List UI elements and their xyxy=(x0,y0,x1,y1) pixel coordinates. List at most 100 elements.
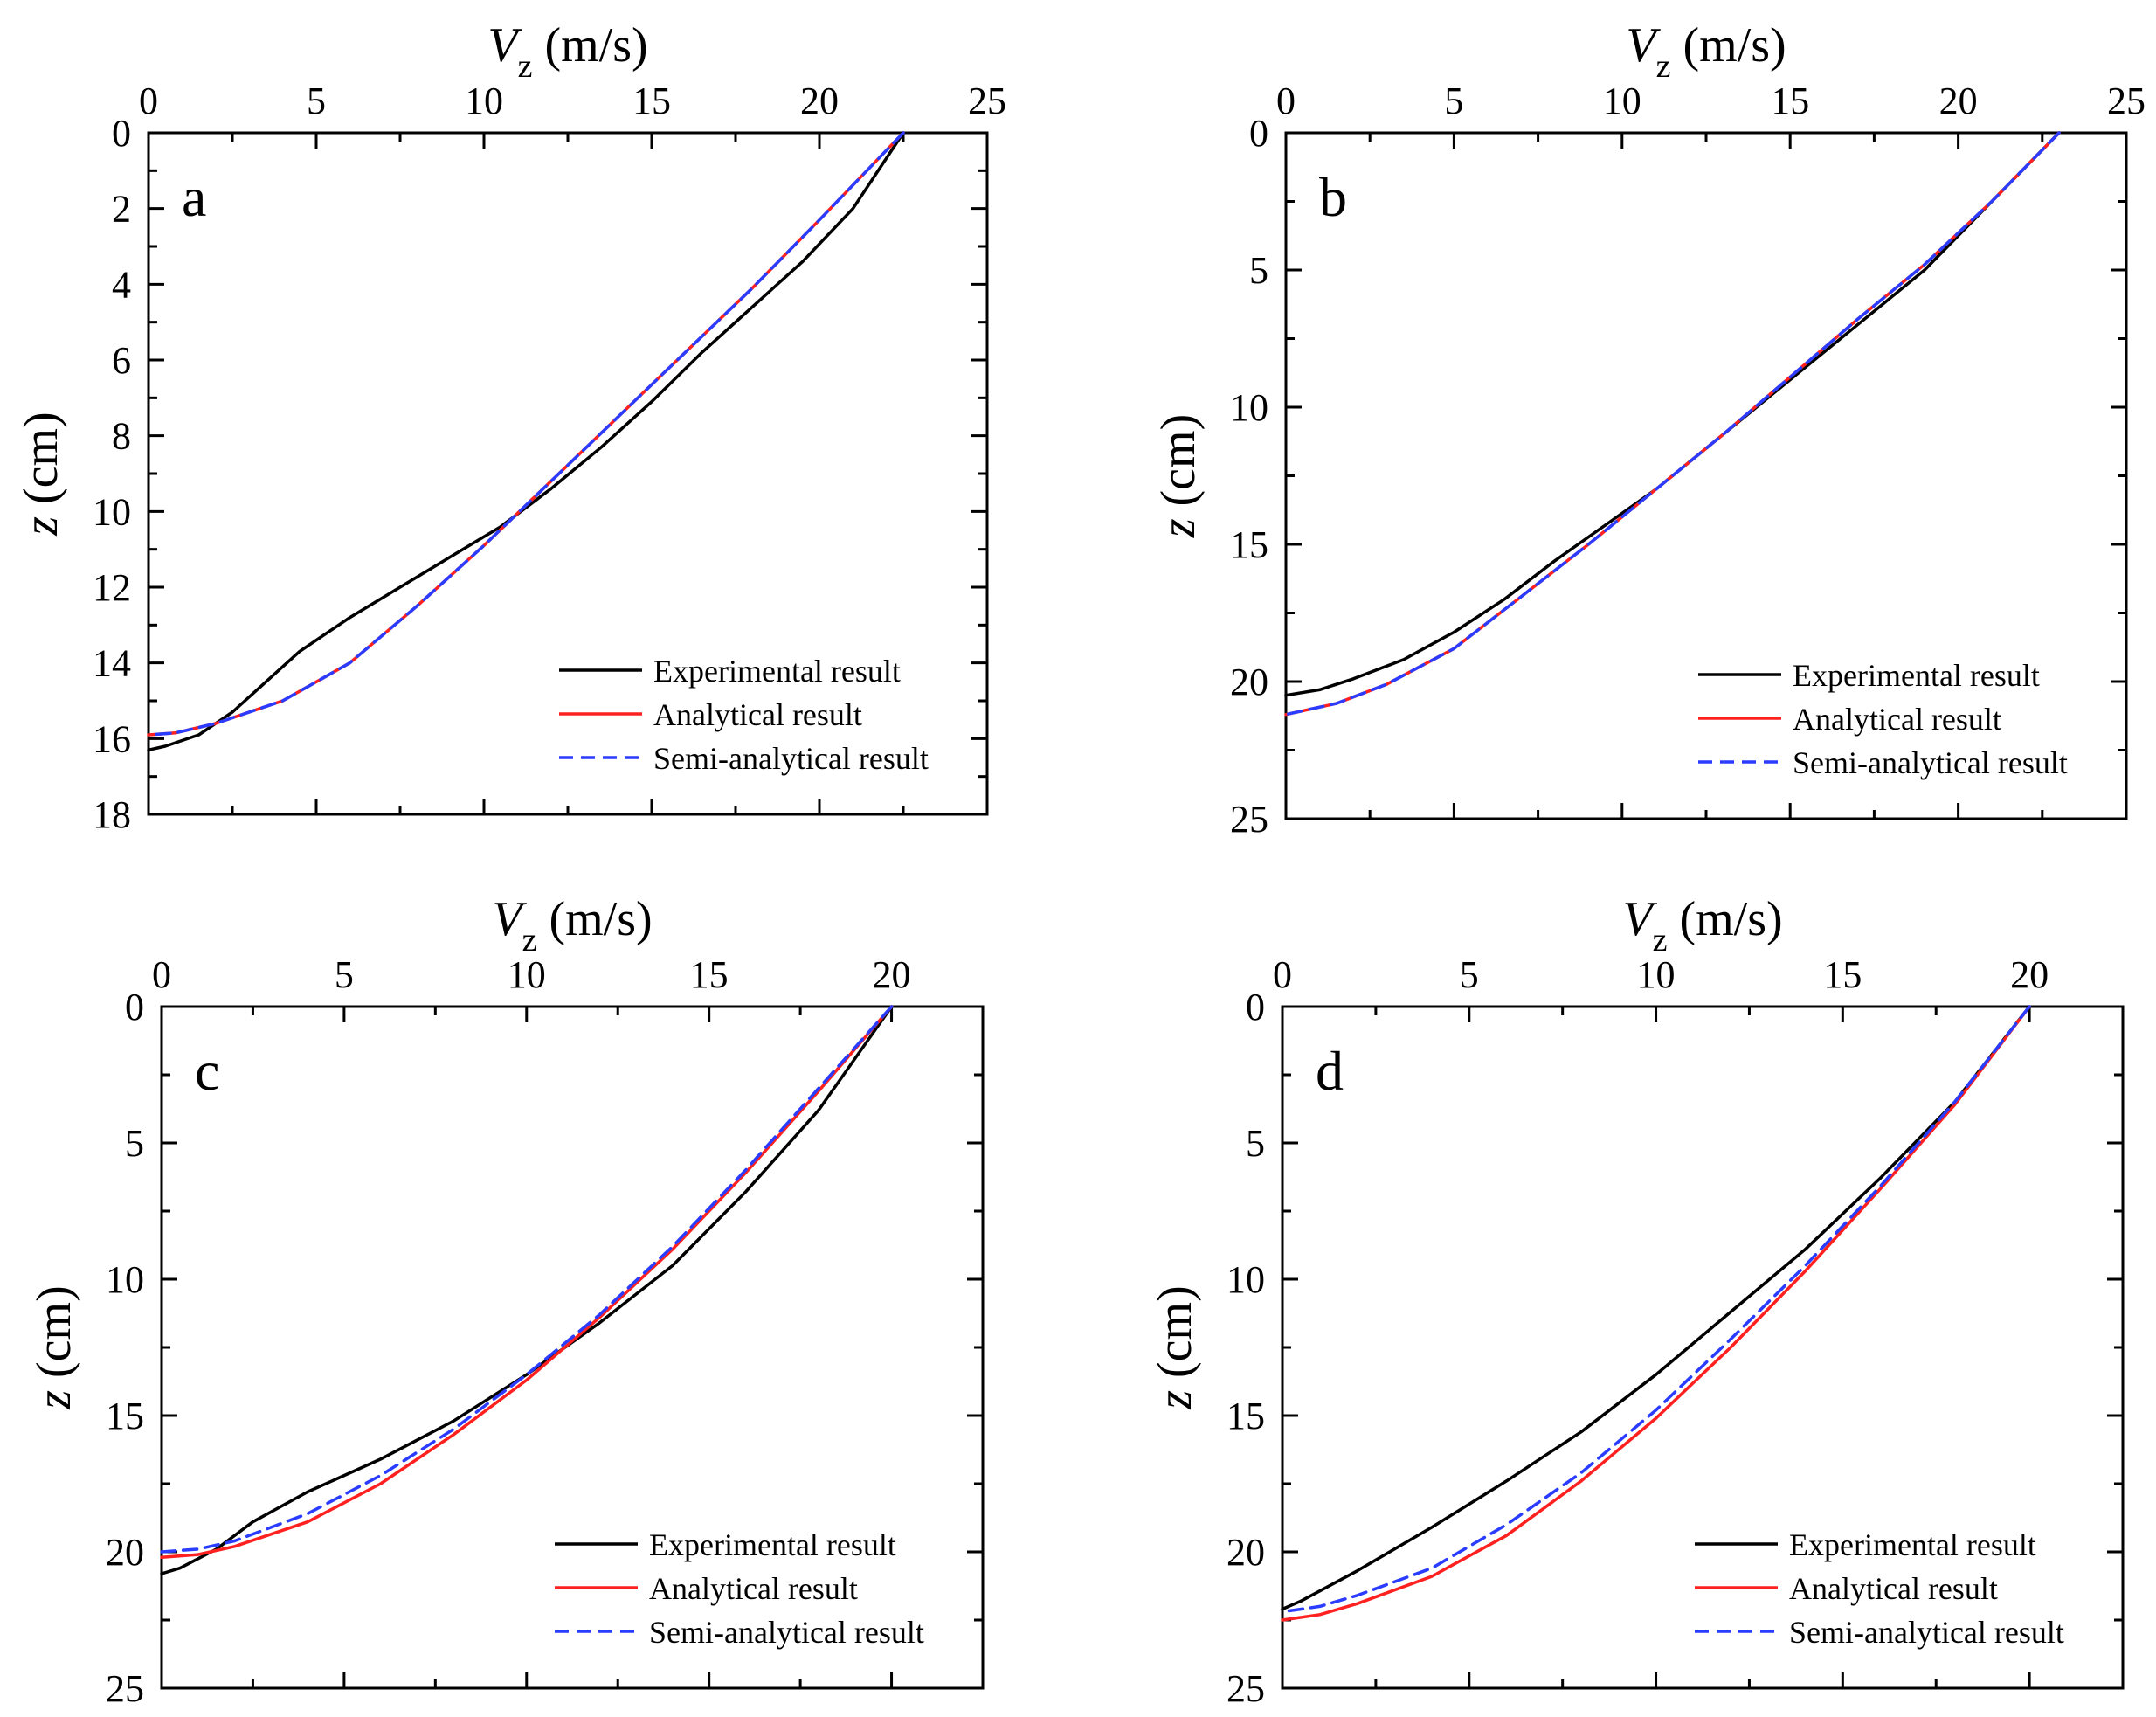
x-tick-label: 5 xyxy=(1444,80,1463,122)
legend-label: Experimental result xyxy=(653,654,901,689)
panel-label: d xyxy=(1316,1040,1344,1102)
series-line-1 xyxy=(147,131,905,752)
y-axis-title-unit: (cm) xyxy=(14,412,68,516)
y-tick-label: 25 xyxy=(1230,798,1268,841)
legend-label: Experimental result xyxy=(1793,658,2040,693)
series-line-1 xyxy=(1281,1005,2031,1611)
y-tick-label: 0 xyxy=(1246,986,1265,1028)
y-axis-title: z (cm) xyxy=(1151,414,1206,539)
y-axis-title-unit: (cm) xyxy=(1148,1285,1202,1390)
y-tick-label: 16 xyxy=(93,717,131,760)
y-tick-label: 25 xyxy=(106,1667,144,1710)
y-tick-label: 10 xyxy=(106,1258,144,1301)
legend-label: Semi-analytical result xyxy=(649,1615,924,1650)
x-axis-title-unit: (m/s) xyxy=(536,892,652,946)
x-tick-label: 0 xyxy=(139,80,158,122)
x-tick-label: 10 xyxy=(465,80,503,122)
x-tick-label: 25 xyxy=(968,80,1006,122)
x-tick-label: 0 xyxy=(152,953,171,996)
y-tick-label: 6 xyxy=(112,339,131,382)
series-line-1 xyxy=(1284,131,2061,697)
x-axis-title-sub: z xyxy=(1653,922,1668,959)
series-line-3 xyxy=(1281,1005,2031,1614)
panel-label: b xyxy=(1319,166,1347,228)
y-axis-title-unit: (cm) xyxy=(27,1285,81,1390)
x-tick-label: 15 xyxy=(690,953,729,996)
y-tick-label: 0 xyxy=(112,112,131,155)
y-tick-label: 15 xyxy=(1230,523,1268,566)
series-line-2 xyxy=(1281,1005,2031,1622)
y-tick-label: 8 xyxy=(112,415,131,458)
x-tick-label: 10 xyxy=(1603,80,1641,122)
x-tick-label: 10 xyxy=(1637,953,1676,996)
y-tick-label: 4 xyxy=(112,263,131,306)
y-tick-label: 14 xyxy=(93,642,131,685)
y-tick-label: 25 xyxy=(1227,1667,1265,1710)
y-axis-title-unit: (cm) xyxy=(1151,414,1206,519)
x-axis-title-unit: (m/s) xyxy=(1667,892,1782,946)
x-tick-label: 15 xyxy=(632,80,671,122)
legend-label: Analytical result xyxy=(653,697,862,732)
x-tick-label: 5 xyxy=(335,953,354,996)
plot-frame xyxy=(160,1005,985,1690)
series-line-1 xyxy=(160,1005,894,1575)
y-axis-title-var: z xyxy=(1151,518,1206,538)
x-tick-label: 5 xyxy=(307,80,326,122)
series-line-3 xyxy=(147,131,905,737)
legend-label: Analytical result xyxy=(649,1571,858,1606)
x-tick-label: 20 xyxy=(873,953,911,996)
x-tick-label: 5 xyxy=(1460,953,1479,996)
x-axis-title-unit: (m/s) xyxy=(532,18,647,73)
x-axis-title: Vz (m/s) xyxy=(492,892,652,959)
x-tick-label: 15 xyxy=(1771,80,1809,122)
legend-label: Analytical result xyxy=(1793,702,2001,737)
x-axis-title-unit: (m/s) xyxy=(1670,18,1786,73)
y-tick-label: 15 xyxy=(106,1395,144,1437)
series-line-2 xyxy=(147,131,905,737)
y-tick-label: 5 xyxy=(1246,1122,1265,1165)
legend-label: Semi-analytical result xyxy=(653,741,929,776)
x-axis-title: Vz (m/s) xyxy=(1622,892,1782,959)
x-tick-label: 0 xyxy=(1276,80,1296,122)
series-line-3 xyxy=(1284,131,2061,717)
x-axis-title-var: V xyxy=(487,18,522,73)
x-tick-label: 10 xyxy=(508,953,546,996)
y-axis-title: z (cm) xyxy=(1148,1285,1202,1410)
x-tick-label: 20 xyxy=(1939,80,1978,122)
y-tick-label: 18 xyxy=(93,793,131,836)
x-tick-label: 15 xyxy=(1823,953,1862,996)
y-axis-title-var: z xyxy=(14,516,68,537)
panel-label: a xyxy=(182,166,206,228)
legend-label: Experimental result xyxy=(649,1527,896,1562)
series-line-2 xyxy=(160,1005,894,1559)
y-tick-label: 20 xyxy=(1227,1531,1265,1574)
x-axis-title-var: V xyxy=(1622,892,1657,946)
x-axis-title-sub: z xyxy=(522,922,537,959)
x-tick-label: 20 xyxy=(800,80,839,122)
y-tick-label: 0 xyxy=(125,986,144,1028)
y-tick-label: 10 xyxy=(1230,386,1268,429)
y-axis-title: z (cm) xyxy=(14,412,68,537)
x-tick-label: 25 xyxy=(2107,80,2146,122)
legend-label: Analytical result xyxy=(1789,1571,1998,1606)
y-tick-label: 5 xyxy=(125,1122,144,1165)
panel-label: c xyxy=(195,1040,219,1102)
y-axis-title: z (cm) xyxy=(27,1285,81,1410)
x-tick-label: 0 xyxy=(1273,953,1292,996)
legend-label: Experimental result xyxy=(1789,1527,2036,1562)
x-axis-title-var: V xyxy=(492,892,527,946)
y-tick-label: 10 xyxy=(1227,1258,1265,1301)
y-axis-title-var: z xyxy=(1148,1390,1202,1410)
x-axis-title: Vz (m/s) xyxy=(1626,18,1786,85)
legend-label: Semi-analytical result xyxy=(1793,745,2068,780)
y-axis-title-var: z xyxy=(27,1390,81,1410)
y-tick-label: 0 xyxy=(1249,112,1268,155)
x-axis-title-sub: z xyxy=(518,48,533,85)
y-tick-label: 20 xyxy=(106,1531,144,1574)
series-line-3 xyxy=(160,1005,894,1554)
